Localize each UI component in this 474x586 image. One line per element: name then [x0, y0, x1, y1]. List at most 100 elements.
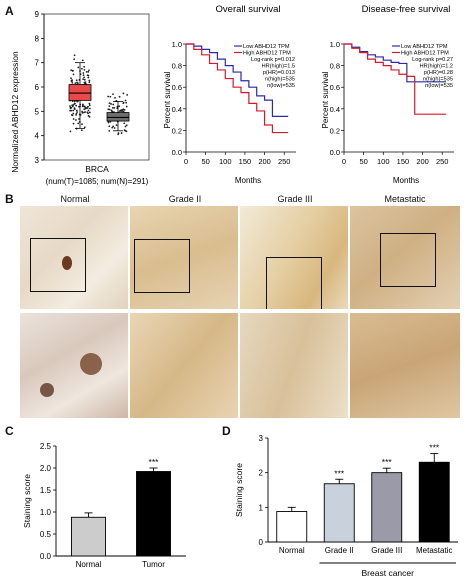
boxplot-point [72, 122, 75, 125]
boxplot-point [71, 104, 74, 107]
boxplot-point [72, 73, 75, 76]
boxplot-box-normal [106, 112, 130, 122]
bar-c-y-tick-label: 2.5 [40, 442, 52, 451]
boxplot-ylabel: Normalized ABHD12 expression [10, 51, 20, 173]
km-os-y-tick-label: 0.0 [172, 148, 182, 157]
panel-letter-a: A [5, 4, 14, 18]
boxplot-subtitle: (num(T)=1085; num(N)=291) [46, 177, 149, 186]
km-disease-free-survival: Disease-free survival Percent survival 0… [321, 4, 454, 185]
bar-d-y-tick-label: 2 [259, 469, 264, 478]
km-dfs-line-high [344, 43, 447, 115]
km-dfs-ylabel: Percent survival [321, 71, 330, 128]
boxplot-xlabel: BRCA [85, 164, 109, 174]
bar-d-bar [323, 483, 355, 543]
boxplot-point [75, 112, 78, 115]
boxplot-point [82, 72, 85, 74]
km-os-y-tick-label: 0.8 [172, 62, 182, 71]
boxplot-point [88, 107, 91, 110]
boxplot-point [108, 129, 111, 132]
bar-c-significance: *** [149, 457, 160, 467]
stained-gland [40, 383, 54, 397]
boxplot-point [108, 105, 111, 108]
boxplot-point [124, 99, 127, 102]
km-dfs-x-tick-label: 200 [416, 157, 429, 166]
boxplot-point [88, 69, 90, 72]
bar-c-y-tick-label: 2.0 [40, 464, 52, 473]
ihc-grade-ii-high-mag [130, 313, 238, 418]
boxplot-point [120, 132, 123, 134]
boxplot-point [82, 78, 85, 81]
boxplot-point [73, 108, 76, 111]
bar-d-significance: *** [334, 468, 345, 478]
ihc-metastatic-low-mag [350, 206, 460, 309]
boxplot-point [81, 104, 84, 107]
boxplot-point [109, 95, 112, 98]
boxplot-point [108, 108, 111, 111]
boxplot-point [84, 81, 87, 84]
boxplot-point [81, 111, 84, 114]
boxplot-point [71, 70, 74, 72]
boxplot-point [88, 81, 91, 84]
bar-d-significance: *** [429, 443, 440, 453]
ihc-metastatic-high-mag [350, 313, 460, 418]
boxplot-point [83, 65, 86, 68]
boxplot-point [113, 127, 116, 129]
boxplot-point [69, 130, 72, 133]
bar-c-y-tick-label: 1.5 [40, 486, 52, 495]
km-os-x-tick-label: 200 [258, 157, 271, 166]
boxplot-point [72, 112, 75, 115]
boxplot-point [82, 74, 85, 77]
boxplot-point [70, 69, 73, 72]
bar-d-significance: *** [382, 457, 393, 467]
boxplot-point [87, 76, 90, 79]
boxplot-point [107, 108, 110, 111]
km-os-stat-label: Log-rank p=0.012 [251, 57, 295, 63]
boxplot-box-tumor [68, 84, 92, 101]
boxplot-y-tick-label: 9 [35, 10, 40, 19]
bar-d-y-tick-label: 0 [259, 538, 264, 547]
boxplot-point [87, 105, 89, 108]
bar-c-y-tick-label: 0.0 [40, 552, 52, 561]
boxplot-point [125, 105, 128, 108]
km-os-y-tick-label: 0.2 [172, 126, 182, 135]
km-dfs-legend-label: Low ABHD12 TPM [401, 44, 448, 50]
boxplot-point [88, 115, 91, 118]
boxplot-point [85, 107, 88, 109]
boxplot-point [122, 108, 125, 111]
bar-d-ylabel: Staining score [234, 463, 244, 517]
km-dfs-x-tick-label: 50 [359, 157, 367, 166]
bar-c-x-tick-label: Normal [76, 560, 102, 569]
boxplot-point [123, 129, 126, 132]
km-os-y-tick-label: 0.6 [172, 83, 182, 92]
boxplot-point [78, 118, 80, 120]
km-dfs-y-tick-label: 0.0 [330, 148, 340, 157]
boxplot-point [86, 74, 89, 77]
km-os-x-tick-label: 150 [239, 157, 252, 166]
boxplot-point [74, 82, 77, 85]
boxplot-point [125, 101, 128, 104]
boxplot-point [112, 125, 115, 128]
bar-d-bar [276, 511, 308, 543]
boxplot-point [113, 106, 116, 109]
boxplot-point [108, 102, 111, 105]
boxplot-point [108, 125, 111, 128]
boxplot-point [83, 68, 86, 71]
boxplot-point [123, 122, 126, 125]
boxplot-point [83, 76, 86, 79]
boxplot-point [83, 105, 86, 108]
boxplot-point [69, 107, 72, 110]
boxplot-point [80, 129, 83, 132]
boxplot-point [71, 114, 74, 117]
km-os-title: Overall survival [216, 4, 281, 15]
boxplot-point [110, 103, 112, 105]
km-dfs-stat-label: n(low)=535 [425, 83, 453, 89]
boxplot-point [80, 67, 83, 70]
boxplot-point [69, 105, 71, 107]
boxplot-point [83, 108, 86, 111]
boxplot-point [72, 109, 75, 112]
boxplot-point [84, 111, 87, 113]
km-dfs-legend-label: High ABHD12 TPM [401, 51, 449, 57]
boxplot-point [118, 105, 121, 108]
boxplot-point [75, 79, 78, 82]
boxplot-point [88, 79, 91, 82]
